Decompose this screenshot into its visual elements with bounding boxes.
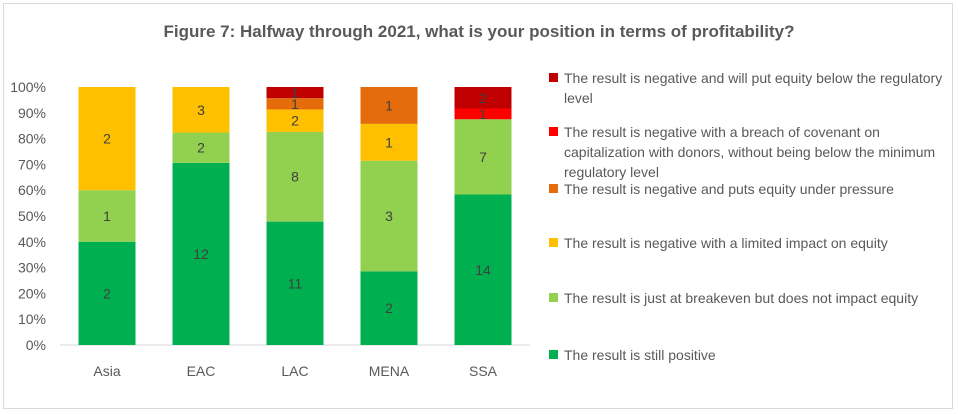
- data-label: 3: [197, 102, 205, 118]
- data-label: 2: [385, 300, 393, 316]
- data-label: 2: [479, 90, 487, 106]
- x-axis-categories: Asia EAC LAC MENA SSA: [93, 363, 497, 379]
- legend-label: The result is negative with a limited im…: [564, 235, 888, 251]
- bar-segment: [360, 123, 418, 161]
- bar-segment: [454, 108, 512, 120]
- x-category-label: LAC: [281, 363, 308, 379]
- x-category-label: EAC: [187, 363, 216, 379]
- bar-segment: [454, 87, 512, 109]
- bar-segment: [78, 241, 136, 345]
- data-label: 12: [193, 246, 209, 262]
- data-label: 2: [291, 113, 299, 129]
- data-label: 2: [103, 285, 111, 301]
- y-tick-label: 70%: [18, 156, 46, 172]
- y-tick-label: 60%: [18, 182, 46, 198]
- y-tick-label: 10%: [18, 311, 46, 327]
- bar-segment: [266, 109, 324, 132]
- y-tick-label: 90%: [18, 105, 46, 121]
- legend-label: The result is negative with a breach of …: [564, 124, 936, 180]
- data-label: 1: [385, 134, 393, 150]
- data-label: 1: [291, 85, 299, 101]
- bar-segment: [454, 119, 512, 195]
- legend-label: The result is negative and puts equity u…: [564, 181, 894, 197]
- bar-segment: [454, 194, 512, 345]
- bar-segment: [78, 190, 136, 242]
- legend-label: The result is negative and will put equi…: [564, 70, 943, 106]
- legend-label: The result is just at breakeven but does…: [564, 290, 919, 306]
- bar-segment: [266, 131, 324, 222]
- bar-segment: [266, 98, 324, 110]
- legend-swatch: [549, 350, 558, 359]
- legend-swatch: [549, 73, 558, 82]
- bar-segment: [172, 132, 230, 163]
- legend-label: The result is still positive: [564, 347, 716, 363]
- legend-swatch: [549, 238, 558, 247]
- data-label: 1: [385, 97, 393, 113]
- y-tick-label: 30%: [18, 260, 46, 276]
- y-tick-label: 20%: [18, 285, 46, 301]
- chart-title: Figure 7: Halfway through 2021, what is …: [163, 22, 795, 41]
- y-tick-label: 0%: [26, 337, 46, 353]
- data-label: 11: [288, 275, 303, 291]
- y-tick-label: 80%: [18, 131, 46, 147]
- bar-segment: [172, 162, 230, 345]
- data-label: 2: [197, 140, 205, 156]
- data-label: 3: [385, 208, 393, 224]
- data-label: 2: [103, 131, 111, 147]
- data-label: 1: [291, 96, 299, 112]
- bar-segment: [78, 87, 136, 191]
- legend-swatch: [549, 293, 558, 302]
- legend-swatch: [549, 184, 558, 193]
- y-axis-ticks: 0% 10% 20% 30% 40% 50% 60% 70% 80% 90% 100%: [10, 79, 46, 353]
- x-category-label: Asia: [93, 363, 120, 379]
- bar-segment: [360, 87, 418, 124]
- data-label: 1: [479, 106, 487, 122]
- bar-segment: [172, 87, 230, 133]
- y-tick-label: 40%: [18, 234, 46, 250]
- legend-swatch: [549, 127, 558, 136]
- bar-segment: [266, 87, 324, 99]
- data-label: 8: [291, 169, 299, 185]
- data-label: 1: [103, 208, 111, 224]
- data-label: 7: [479, 149, 487, 165]
- x-category-label: MENA: [369, 363, 410, 379]
- y-tick-label: 50%: [18, 208, 46, 224]
- bar-segment: [360, 160, 418, 272]
- bar-segment: [360, 271, 418, 345]
- x-category-label: SSA: [469, 363, 498, 379]
- y-tick-label: 100%: [10, 79, 46, 95]
- bar-segment: [266, 221, 324, 345]
- data-label: 14: [475, 262, 491, 278]
